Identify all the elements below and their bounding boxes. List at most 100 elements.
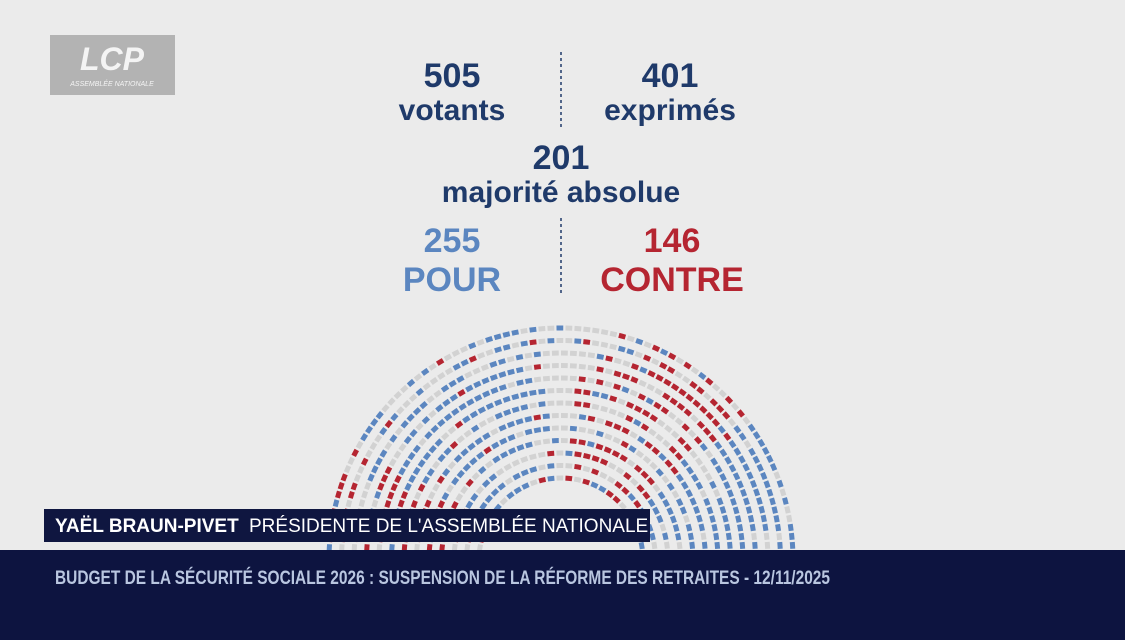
seat [655, 433, 664, 442]
seat [538, 464, 546, 471]
seat [451, 543, 458, 552]
seat [600, 392, 609, 400]
seat [444, 367, 454, 376]
seat [719, 448, 728, 458]
seat [760, 514, 767, 523]
seat [700, 464, 709, 474]
seat [711, 418, 721, 427]
seat [649, 414, 658, 423]
seat [524, 352, 533, 359]
seat [647, 370, 656, 378]
seat [374, 490, 382, 499]
seat [629, 431, 638, 439]
seat [441, 432, 450, 441]
seat [600, 329, 609, 336]
seat [643, 354, 652, 362]
seat [367, 473, 375, 482]
seat [627, 493, 636, 502]
pour-label: POUR [403, 261, 501, 299]
seat [643, 341, 652, 349]
seat [360, 457, 369, 466]
seat [502, 344, 511, 351]
exprimes-label: exprimés [604, 94, 736, 127]
seat [485, 349, 494, 356]
seat [608, 408, 617, 416]
seat [644, 441, 653, 450]
ticker-text: BUDGET DE LA SÉCURITÉ SOCIALE 2026 : SUS… [55, 567, 830, 589]
seat [639, 366, 648, 374]
seat [749, 479, 758, 488]
seat [629, 389, 638, 397]
seat [456, 375, 465, 383]
seat [711, 523, 718, 532]
seat [520, 404, 529, 411]
seat [615, 466, 625, 475]
seat [406, 413, 415, 422]
seat [370, 418, 379, 427]
seat [447, 426, 457, 435]
seat [474, 394, 483, 402]
seat [633, 464, 643, 473]
seat [402, 459, 411, 468]
seat [661, 475, 670, 484]
seat [659, 523, 667, 532]
seat [357, 465, 365, 474]
seat [613, 383, 622, 391]
seat [449, 393, 459, 402]
seat [613, 423, 622, 431]
seat [409, 428, 418, 438]
seat [595, 430, 604, 438]
seat [403, 435, 412, 445]
seat [608, 462, 617, 470]
seat [482, 432, 491, 441]
seat [609, 330, 618, 338]
seat [574, 338, 582, 344]
seat [642, 455, 652, 464]
seat [583, 452, 591, 460]
seat [524, 416, 533, 423]
seat [727, 418, 736, 427]
seat [685, 393, 694, 402]
seat [358, 499, 366, 508]
contre-label: CONTRE [600, 261, 744, 299]
seat [398, 467, 406, 476]
seat [498, 424, 507, 432]
seat [711, 383, 721, 392]
seat [683, 361, 692, 370]
seat [408, 393, 418, 402]
seat [410, 500, 418, 509]
seat [511, 393, 520, 401]
seat [467, 442, 476, 451]
seat [719, 473, 727, 482]
seat [460, 485, 469, 495]
seat [499, 437, 508, 446]
seat [674, 370, 683, 379]
seat [662, 499, 670, 508]
seat [599, 458, 609, 466]
seat [402, 399, 411, 409]
seat [583, 326, 591, 333]
seat [690, 366, 700, 375]
seat [617, 345, 626, 353]
seat [520, 391, 528, 398]
seat [646, 477, 655, 486]
seat [723, 481, 731, 490]
seat [756, 463, 764, 472]
seat [437, 418, 446, 428]
seat [345, 499, 353, 508]
seat [611, 450, 621, 458]
seat [460, 359, 469, 367]
seat [520, 327, 528, 334]
seat [468, 342, 477, 350]
seat [612, 436, 621, 445]
seat [516, 379, 524, 386]
seat [784, 505, 791, 514]
seat [625, 401, 635, 409]
seat [633, 500, 642, 509]
seat [337, 481, 345, 490]
seat [582, 402, 591, 409]
seat [699, 442, 708, 452]
seat [603, 446, 612, 454]
exprimes-number: 401 [642, 57, 699, 95]
seat [477, 351, 486, 360]
